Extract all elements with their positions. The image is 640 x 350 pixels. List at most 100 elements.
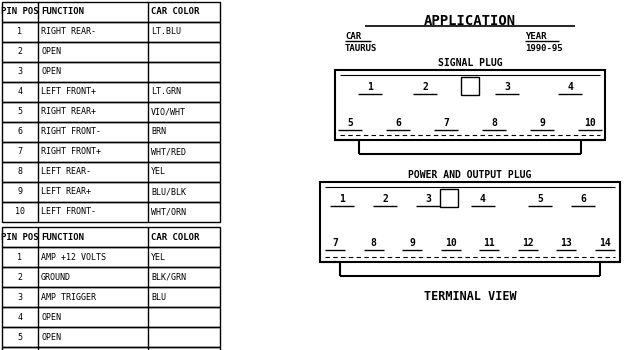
- Text: YEL: YEL: [151, 252, 166, 261]
- Bar: [2, 82, 220, 102]
- Text: GROUND: GROUND: [41, 273, 71, 281]
- Bar: [2, 347, 220, 350]
- Text: 10: 10: [445, 238, 456, 248]
- Text: RIGHT FRONT-: RIGHT FRONT-: [41, 127, 101, 136]
- Text: CAR COLOR: CAR COLOR: [151, 7, 200, 16]
- Bar: [2, 267, 220, 287]
- Text: PIN POS: PIN POS: [1, 232, 39, 241]
- Text: 6: 6: [17, 127, 22, 136]
- Text: LEFT REAR+: LEFT REAR+: [41, 188, 91, 196]
- Text: WHT/ORN: WHT/ORN: [151, 208, 186, 217]
- Bar: [2, 287, 220, 307]
- Text: LEFT FRONT+: LEFT FRONT+: [41, 88, 96, 97]
- Bar: [2, 142, 220, 162]
- Text: 1: 1: [17, 28, 22, 36]
- Text: 3: 3: [17, 68, 22, 77]
- Text: 2: 2: [17, 273, 22, 281]
- Text: RIGHT FRONT+: RIGHT FRONT+: [41, 147, 101, 156]
- Text: VIO/WHT: VIO/WHT: [151, 107, 186, 117]
- Text: 3: 3: [17, 293, 22, 301]
- Text: LT.GRN: LT.GRN: [151, 88, 181, 97]
- Text: 7: 7: [17, 147, 22, 156]
- Text: AMP TRIGGER: AMP TRIGGER: [41, 293, 96, 301]
- Text: 7: 7: [332, 238, 338, 248]
- Text: 9: 9: [409, 238, 415, 248]
- Text: 5: 5: [537, 194, 543, 204]
- Text: LT.BLU: LT.BLU: [151, 28, 181, 36]
- Text: 5: 5: [347, 118, 353, 128]
- Bar: [2, 247, 220, 267]
- Text: 4: 4: [480, 194, 486, 204]
- Text: FUNCTION: FUNCTION: [41, 232, 84, 241]
- Bar: [2, 227, 220, 247]
- Text: 8: 8: [17, 168, 22, 176]
- Text: 1: 1: [339, 194, 345, 204]
- Text: BLU: BLU: [151, 293, 166, 301]
- Text: BRN: BRN: [151, 127, 166, 136]
- Text: OPEN: OPEN: [41, 68, 61, 77]
- Text: 7: 7: [443, 118, 449, 128]
- Bar: [2, 62, 220, 82]
- Text: AMP +12 VOLTS: AMP +12 VOLTS: [41, 252, 106, 261]
- Text: 10: 10: [15, 208, 25, 217]
- Text: 5: 5: [17, 332, 22, 342]
- Text: PIN POS: PIN POS: [1, 7, 39, 16]
- Bar: [320, 182, 620, 262]
- Bar: [440, 189, 458, 207]
- Text: POWER AND OUTPUT PLUG: POWER AND OUTPUT PLUG: [408, 170, 532, 180]
- Text: 6: 6: [395, 118, 401, 128]
- Bar: [2, 307, 220, 327]
- Text: APPLICATION: APPLICATION: [424, 14, 516, 28]
- Text: 8: 8: [371, 238, 376, 248]
- Text: 10: 10: [584, 118, 596, 128]
- Text: YEAR: YEAR: [525, 32, 547, 41]
- Text: CAR COLOR: CAR COLOR: [151, 232, 200, 241]
- Text: 8: 8: [491, 118, 497, 128]
- Bar: [2, 162, 220, 182]
- Text: 11: 11: [483, 238, 495, 248]
- Bar: [2, 2, 220, 22]
- Text: 13: 13: [561, 238, 572, 248]
- Bar: [2, 122, 220, 142]
- Text: CAR: CAR: [345, 32, 361, 41]
- Text: 4: 4: [567, 82, 573, 92]
- Text: LEFT REAR-: LEFT REAR-: [41, 168, 91, 176]
- Text: 4: 4: [17, 313, 22, 322]
- Text: 4: 4: [17, 88, 22, 97]
- Text: OPEN: OPEN: [41, 332, 61, 342]
- Text: RIGHT REAR-: RIGHT REAR-: [41, 28, 96, 36]
- Text: WHT/RED: WHT/RED: [151, 147, 186, 156]
- Bar: [2, 327, 220, 347]
- Text: 2: 2: [382, 194, 388, 204]
- Text: 3: 3: [425, 194, 431, 204]
- Text: 1: 1: [17, 252, 22, 261]
- Text: BLK/GRN: BLK/GRN: [151, 273, 186, 281]
- Text: 6: 6: [580, 194, 586, 204]
- Bar: [2, 102, 220, 122]
- Text: OPEN: OPEN: [41, 48, 61, 56]
- Text: 9: 9: [539, 118, 545, 128]
- Text: 2: 2: [422, 82, 428, 92]
- Text: 1990-95: 1990-95: [525, 44, 563, 53]
- Text: TERMINAL VIEW: TERMINAL VIEW: [424, 290, 516, 303]
- Bar: [461, 77, 479, 95]
- Text: FUNCTION: FUNCTION: [41, 7, 84, 16]
- Text: 12: 12: [522, 238, 534, 248]
- Text: 2: 2: [17, 48, 22, 56]
- Text: SIGNAL PLUG: SIGNAL PLUG: [438, 58, 502, 68]
- Text: 14: 14: [599, 238, 611, 248]
- Text: YEL: YEL: [151, 168, 166, 176]
- Text: LEFT FRONT-: LEFT FRONT-: [41, 208, 96, 217]
- Bar: [335, 70, 605, 140]
- Text: 9: 9: [17, 188, 22, 196]
- Text: TAURUS: TAURUS: [345, 44, 377, 53]
- Text: OPEN: OPEN: [41, 313, 61, 322]
- Bar: [2, 42, 220, 62]
- Text: BLU/BLK: BLU/BLK: [151, 188, 186, 196]
- Text: 3: 3: [504, 82, 510, 92]
- Text: RIGHT REAR+: RIGHT REAR+: [41, 107, 96, 117]
- Text: 1: 1: [367, 82, 373, 92]
- Bar: [2, 22, 220, 42]
- Text: 5: 5: [17, 107, 22, 117]
- Bar: [2, 182, 220, 202]
